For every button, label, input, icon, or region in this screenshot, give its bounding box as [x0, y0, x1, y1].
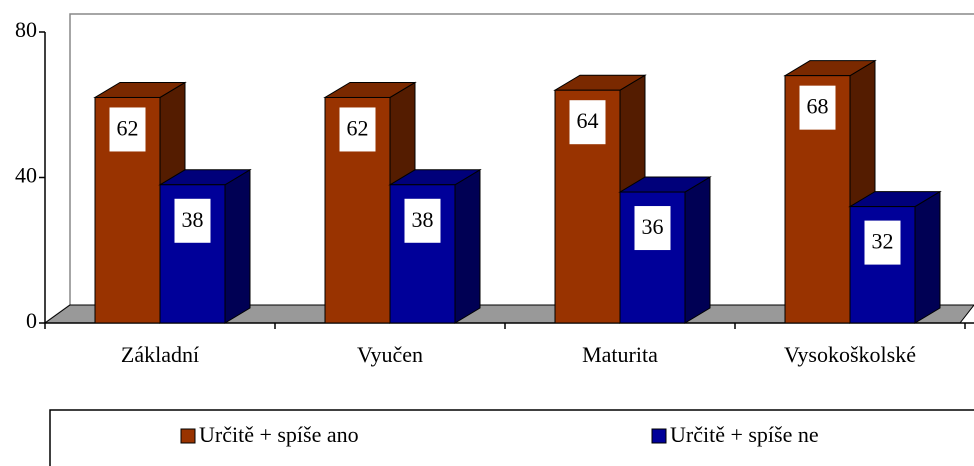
value-label-box — [569, 100, 606, 145]
value-label-box — [799, 85, 836, 130]
value-label-box — [864, 220, 901, 265]
y-tick-label: 0 — [26, 308, 37, 333]
x-tick-label: Vyučen — [357, 342, 423, 367]
value-label-box — [174, 198, 211, 243]
legend-label: Určitě + spíše ne — [670, 422, 819, 447]
value-label: 36 — [642, 214, 664, 239]
bar-side — [684, 176, 711, 324]
value-label-box — [109, 107, 146, 152]
value-label: 62 — [347, 116, 369, 141]
value-label: 68 — [807, 94, 829, 119]
legend-swatch — [180, 428, 196, 444]
value-label: 64 — [577, 108, 599, 133]
value-label: 62 — [117, 116, 139, 141]
value-label: 38 — [412, 207, 434, 232]
value-label-box — [634, 206, 671, 251]
bar-side — [914, 190, 941, 324]
x-tick-label: Základní — [121, 342, 199, 367]
value-label: 32 — [872, 229, 894, 254]
value-label-box — [339, 107, 376, 152]
bar-side — [224, 168, 251, 324]
legend-swatch — [651, 428, 667, 444]
legend-label: Určitě + spíše ano — [199, 422, 359, 447]
y-tick-label: 40 — [15, 163, 37, 188]
x-tick-label: Maturita — [582, 342, 658, 367]
bar-side — [454, 168, 481, 324]
value-label-box — [404, 198, 441, 243]
legend — [49, 409, 974, 466]
value-label: 38 — [182, 207, 204, 232]
x-tick-label: Vysokoškolské — [784, 342, 916, 367]
y-tick-label: 80 — [15, 17, 37, 42]
